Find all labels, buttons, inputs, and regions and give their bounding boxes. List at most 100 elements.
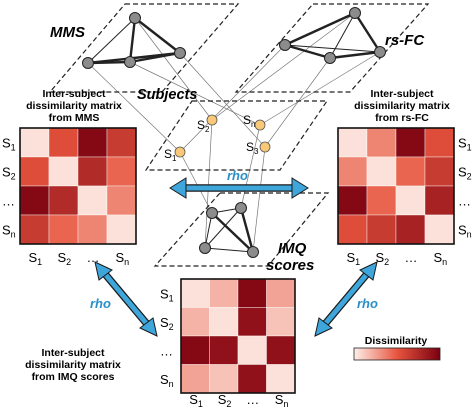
mms-matrix-col-label: S2 (58, 250, 72, 267)
imq-matrix-col-label: S2 (218, 392, 232, 409)
imq-matrix-col-label: … (246, 392, 259, 407)
rsfc-matrix-cell (366, 185, 397, 216)
mms-matrix-cell (77, 156, 108, 187)
subject-label-s1: S1 (164, 147, 177, 163)
imq-matrix-row-label: Sn (160, 372, 174, 389)
imq-matrix-cell (209, 335, 239, 365)
imq-matrix-cell (266, 278, 296, 308)
rsfc-matrix-col-label: S1 (347, 250, 361, 267)
rsfc-matrix-cell (424, 127, 455, 158)
imq-matrix-cell (180, 307, 210, 337)
rsfc-plane: rs-FC (234, 3, 430, 93)
mms-matrix-cell (19, 214, 50, 245)
subject-label-sn: Sn (243, 113, 255, 129)
rsfc-label: rs-FC (385, 32, 425, 49)
mms-matrix: S1 S2 … Sn S1 S2 … Sn (2, 127, 137, 267)
mms-matrix-cell (19, 185, 50, 216)
imq-matrix: S1 S2 … Sn S1 S2 … Sn (160, 278, 296, 409)
rsfc-matrix-cell (395, 185, 426, 216)
subject-dot-s1 (174, 146, 186, 158)
svg-text:dissimilarity matrix: dissimilarity matrix (25, 359, 121, 371)
imq-matrix-cell (237, 364, 267, 394)
mms-matrix-col-label: Sn (116, 250, 130, 267)
rsfc-matrix-cell (424, 156, 455, 187)
legend-gradient-bar (353, 347, 441, 361)
mms-matrix-cell (106, 127, 137, 158)
svg-text:dissimilarity matrix: dissimilarity matrix (354, 100, 450, 112)
imq-node (235, 202, 247, 214)
projection-lines (87, 12, 381, 253)
imq-matrix-row-label: S1 (160, 286, 174, 303)
svg-text:Inter-subject: Inter-subject (42, 88, 106, 100)
imq-matrix-cell (266, 307, 296, 337)
rho-label-right: rho (357, 296, 378, 311)
mms-matrix-frame (19, 127, 137, 245)
imq-matrix-col-label: S1 (189, 392, 203, 409)
imq-matrix-cell (209, 307, 239, 337)
rsfc-matrix-cell (424, 185, 455, 216)
mms-matrix-cell (77, 127, 108, 158)
mms-matrix-row-label: … (2, 194, 15, 209)
rsfc-matrix-cell (366, 156, 397, 187)
rsfc-node (374, 46, 386, 58)
imq-matrix-cell (209, 278, 239, 308)
imq-matrix-col-label: Sn (275, 392, 289, 409)
rsfc-matrix-cell (395, 214, 426, 245)
imq-matrix-title: Inter-subject dissimilarity matrix from … (25, 347, 121, 383)
mms-node (124, 56, 136, 68)
mms-matrix-col-label: S1 (29, 250, 43, 267)
subject-dot-s3 (259, 141, 271, 153)
imq-matrix-cell (266, 364, 296, 394)
mms-matrix-cell (106, 185, 137, 216)
mms-plane: MMS (48, 3, 240, 93)
rsfc-matrix-col-label: … (405, 250, 418, 265)
subject-label-s2: S2 (197, 118, 210, 134)
rho-arrow-left: rho (90, 261, 158, 337)
rho-arrow-horizontal: rho (169, 168, 309, 199)
subjects-label: Subjects (137, 87, 197, 103)
rsfc-node (279, 39, 291, 51)
rsfc-matrix-row-label: S1 (458, 136, 472, 153)
imq-matrix-cell (180, 364, 210, 394)
rsfc-matrix-cell (337, 156, 368, 187)
rsfc-matrix-cell (337, 127, 368, 158)
imq-matrix-cell (237, 307, 267, 337)
imq-label-1: IMQ (278, 240, 307, 257)
mms-matrix-cell (106, 214, 137, 245)
rsfc-matrix-cell (395, 127, 426, 158)
subject-dot-s2 (206, 114, 218, 126)
imq-matrix-cell (266, 335, 296, 365)
rho-label-top: rho (227, 168, 248, 183)
mms-matrix-cell (19, 127, 50, 158)
mms-matrix-row-label: S1 (2, 136, 16, 153)
mms-matrix-cell (48, 127, 79, 158)
mms-matrix-cell (77, 185, 108, 216)
dissimilarity-legend: Dissimilarity (353, 335, 441, 361)
rsfc-matrix-cell (337, 214, 368, 245)
mms-matrix-row-label: S2 (2, 165, 16, 182)
rho-arrow-right: rho (314, 261, 378, 337)
imq-node (206, 207, 218, 219)
imq-node (199, 242, 211, 254)
rsfc-node (349, 7, 361, 19)
rsfc-node (324, 52, 336, 64)
mms-matrix-cell (106, 156, 137, 187)
svg-text:dissimilarity matrix: dissimilarity matrix (26, 100, 122, 112)
rsfc-matrix-cell (395, 156, 426, 187)
subjects-plane: Subjects S2 Sn S3 S1 (137, 87, 329, 171)
imq-matrix-cell (237, 278, 267, 308)
rsfc-matrix-cell (424, 214, 455, 245)
imq-plane: IMQ scores (153, 192, 330, 274)
mms-label: MMS (50, 24, 85, 41)
imq-matrix-row-label: S2 (160, 315, 174, 332)
rho-label-left: rho (90, 296, 111, 311)
imq-matrix-row-label: … (160, 343, 173, 358)
mms-node (82, 57, 94, 69)
rsfc-matrix-row-label: Sn (458, 223, 472, 240)
imq-matrix-cell (180, 335, 210, 365)
rsfc-matrix-cell (337, 185, 368, 216)
rsfc-matrix-col-label: S2 (376, 250, 390, 267)
mms-node (174, 47, 186, 59)
